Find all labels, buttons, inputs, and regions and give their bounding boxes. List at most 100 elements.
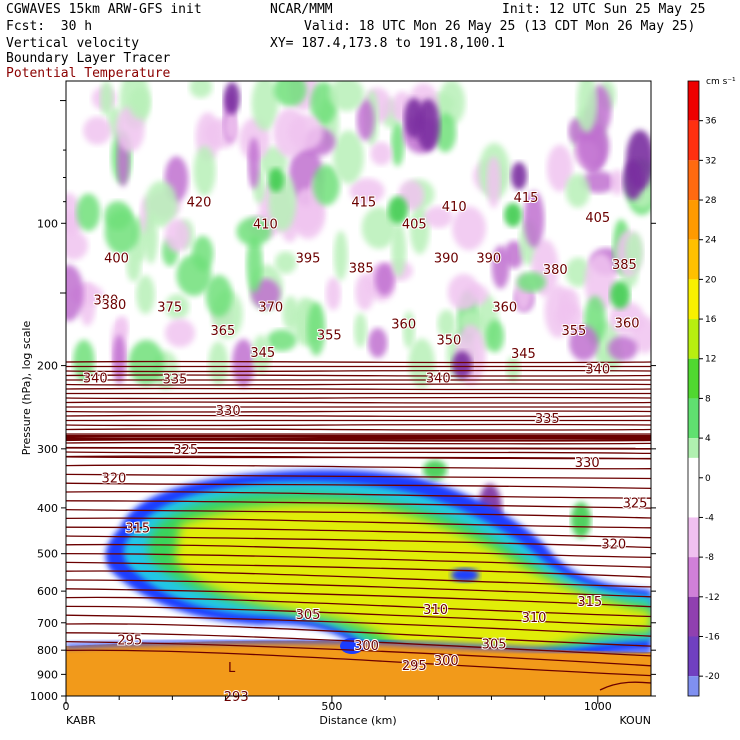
colorbar-unit: cm s⁻¹ [706,77,736,87]
theta-contour-label: 310 [423,603,448,618]
strong-downdraft-cell [511,162,527,190]
theta-contour-label: 390 [476,251,501,266]
theta-contour-label: 385 [612,258,637,273]
colorbar-tick-label: -12 [705,593,720,603]
plot-frame [65,80,652,697]
colorbar-tick-label: 12 [705,355,716,365]
y-tick-label: 700 [37,617,58,630]
downdraft-cell [356,99,375,141]
colorbar-segment [688,81,699,121]
updraft-cell [100,81,114,117]
theta-contour-label: 300 [354,639,379,654]
theta-contour-line [66,561,651,578]
updraft-cell [128,339,165,386]
field-potential-temperature: Potential Temperature [6,66,171,81]
center-label: NCAR/MMM [270,2,333,17]
colorbar-frame [687,80,700,697]
colorbar-segment [688,358,699,399]
updraft-cell [189,81,213,99]
updraft-cell [329,81,365,112]
updraft-cell [192,235,214,272]
theta-contour-label: 305 [296,608,321,623]
x-axis-label: Distance (km) [319,714,396,727]
theta-contour-label: 320 [601,538,626,553]
potential-temperature-contours [66,360,651,691]
updraft-cell [76,193,101,232]
colorbar-segment [688,279,699,320]
updraft-cell [259,146,288,177]
theta-contour-line [66,396,651,400]
updraft-cell [625,232,643,272]
colorbar-segment [688,319,699,359]
colorbar-segment [688,200,699,240]
downdraft-cell [610,169,625,195]
theta-contour-label: 300 [434,654,459,669]
updraft-cell [266,329,297,352]
downdraft-cell [112,334,126,385]
theta-contour-line [66,500,651,509]
colorbar-tick-label: 16 [705,315,717,325]
updraft-cell [144,180,178,228]
updraft-cell [312,164,340,206]
updraft-cell [282,296,299,331]
theta-contour-line [66,649,651,677]
theta-contour-line [66,596,651,618]
theta-contour-label: 320 [101,472,126,487]
downdraft-cell [447,273,480,311]
updraft-cell [516,271,547,293]
y-axis-label: Pressure (hPa), log scale [20,321,33,456]
colorbar-segment [688,636,699,677]
theta-contour-line [66,482,651,490]
downdraft-cell [523,191,545,248]
theta-contour-label: 295 [402,659,427,674]
theta-contour-label: 345 [250,346,275,361]
theta-contour-label: 293 [224,690,249,705]
theta-contour-label: 345 [511,347,536,362]
updraft-cell [390,122,405,167]
theta-contour-label: 380 [101,298,126,313]
tracer-plume-yellow [175,503,651,664]
theta-contour-line [66,535,651,549]
theta-contour-line [66,570,651,588]
downdraft-cell [491,245,510,289]
theta-contour-line [66,508,651,519]
updraft-cell [333,130,364,184]
updraft-cell [251,335,271,374]
updraft-cell [136,275,155,314]
downdraft-cell [164,318,196,348]
theta-contour-label: 340 [426,372,451,387]
theta-contour-label: 325 [173,443,198,458]
model-title: CGWAVES 15km ARW-GFS init [6,2,202,17]
strong-downdraft-cell [623,160,643,200]
theta-contour-label: 310 [522,611,547,626]
theta-contour-line [66,414,651,418]
updraft-cell [205,275,233,317]
y-tick-label: 100 [37,217,58,230]
colorbar-segment [688,160,699,201]
theta-contour-line [66,552,651,568]
theta-contour-label: 315 [577,595,602,610]
theta-contour-label: 350 [436,333,461,348]
valid-time: Valid: 18 UTC Mon 26 May 25 (13 CDT Mon … [304,19,696,34]
colorbar-tick-label: 8 [705,394,711,404]
theta-contour-line [66,410,651,413]
updraft-cell [274,251,297,274]
y-tick-label: 300 [37,443,58,456]
downdraft-cell [66,264,84,322]
theta-contour-label: 360 [615,316,640,331]
downdraft-cell [247,137,260,189]
field-vertical-velocity: Vertical velocity [6,36,140,51]
updraft-cell [333,230,348,281]
theta-contour-line [66,374,651,377]
downdraft-cell [288,114,323,151]
theta-contour-line [66,447,651,450]
theta-contour-label: 335 [535,412,560,427]
y-tick-label: 1000 [30,690,58,703]
updraft-cell [126,249,142,282]
theta-contour-label: 360 [391,318,416,333]
colorbar-segment [688,438,699,458]
cross-section-coords: XY= 187.4,173.8 to 191.8,100.1 [270,36,505,51]
y-tick-label: 800 [37,644,58,657]
downdraft-cell [83,116,112,145]
